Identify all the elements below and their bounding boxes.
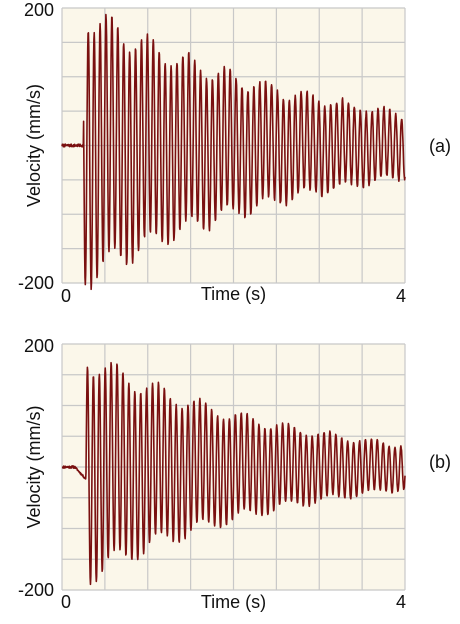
- chart-panel-b: 200 -200 0 4 Time (s) Velocity (mm/s) (b): [0, 320, 460, 619]
- velocity-chart-a: 200 -200 0 4 Time (s) Velocity (mm/s) (a): [18, 0, 451, 306]
- velocity-series-line: [61, 361, 406, 586]
- y-tick-label-max: 200: [24, 0, 54, 20]
- x-axis-label: Time (s): [201, 284, 266, 304]
- x-tick-label-end: 4: [396, 592, 406, 612]
- velocity-series-line: [61, 13, 406, 291]
- y-tick-label-min: -200: [18, 580, 54, 600]
- x-tick-label-start: 0: [61, 286, 71, 306]
- x-axis-label: Time (s): [201, 592, 266, 612]
- y-tick-label-max: 200: [24, 336, 54, 356]
- panel-label: (a): [429, 136, 451, 156]
- x-tick-label-end: 4: [396, 286, 406, 306]
- y-tick-label-min: -200: [18, 273, 54, 293]
- panel-label: (b): [429, 452, 451, 472]
- y-axis-label: Velocity (mm/s): [24, 84, 44, 207]
- velocity-chart-b: 200 -200 0 4 Time (s) Velocity (mm/s) (b): [18, 336, 451, 612]
- y-axis-label: Velocity (mm/s): [24, 405, 44, 528]
- chart-panel-a: 200 -200 0 4 Time (s) Velocity (mm/s) (a): [0, 0, 460, 310]
- x-tick-label-start: 0: [61, 592, 71, 612]
